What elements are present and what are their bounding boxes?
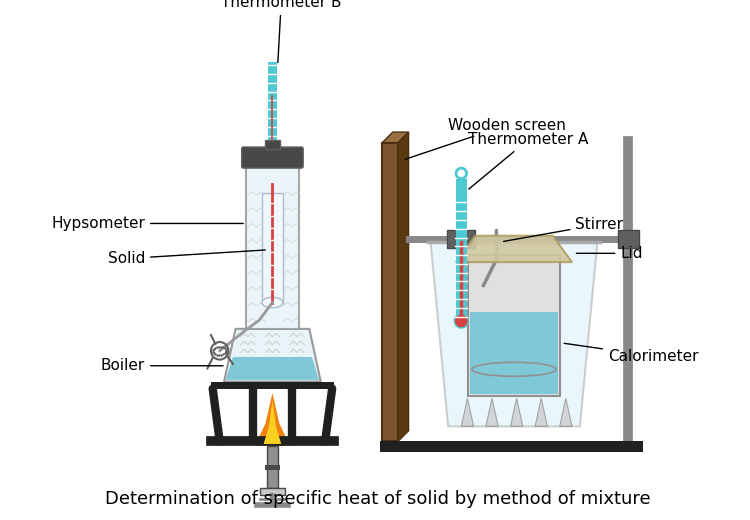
Text: Wooden screen: Wooden screen [405,118,566,159]
FancyBboxPatch shape [242,147,303,168]
FancyBboxPatch shape [246,166,298,329]
Text: Calorimeter: Calorimeter [564,343,698,363]
Text: Hypsometer: Hypsometer [51,216,243,231]
FancyBboxPatch shape [468,255,560,396]
FancyBboxPatch shape [470,312,558,394]
Polygon shape [264,400,281,444]
FancyBboxPatch shape [382,142,398,441]
FancyBboxPatch shape [618,230,639,248]
Polygon shape [486,398,498,426]
Text: Determination of specific heat of solid by method of mixture: Determination of specific heat of solid … [105,490,651,508]
Polygon shape [511,398,523,426]
FancyBboxPatch shape [211,382,334,388]
Polygon shape [224,329,321,382]
Text: Boiler: Boiler [100,358,223,373]
FancyBboxPatch shape [262,193,283,303]
Text: Solid: Solid [108,250,266,266]
Polygon shape [560,398,572,426]
Polygon shape [226,357,319,380]
FancyBboxPatch shape [260,488,285,495]
FancyBboxPatch shape [447,230,476,248]
FancyBboxPatch shape [267,446,278,488]
Polygon shape [255,393,290,446]
Polygon shape [461,398,473,426]
FancyBboxPatch shape [456,179,466,321]
FancyBboxPatch shape [265,140,280,149]
Circle shape [454,314,468,328]
Polygon shape [430,242,598,426]
FancyBboxPatch shape [380,441,644,452]
Text: Stirrer: Stirrer [503,217,623,241]
Polygon shape [456,236,572,262]
Text: Thermometer A: Thermometer A [468,132,589,189]
Ellipse shape [262,297,283,308]
FancyBboxPatch shape [265,465,280,470]
Text: Lid: Lid [577,246,643,261]
Text: Thermometer B: Thermometer B [221,0,341,62]
Circle shape [267,29,278,40]
Polygon shape [398,132,409,441]
Polygon shape [382,132,409,142]
FancyBboxPatch shape [268,35,277,140]
Polygon shape [535,398,548,426]
